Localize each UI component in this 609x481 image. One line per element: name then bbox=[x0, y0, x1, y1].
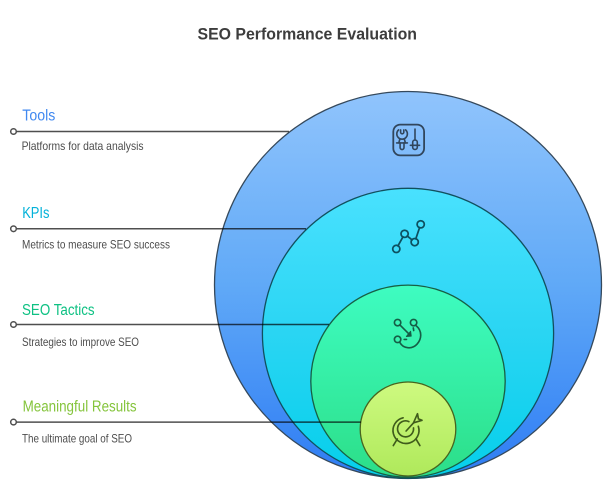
svg-text:Platforms for data analysis: Platforms for data analysis bbox=[22, 139, 144, 153]
svg-text:The ultimate goal of SEO: The ultimate goal of SEO bbox=[22, 431, 132, 445]
svg-text:SEO Tactics: SEO Tactics bbox=[22, 302, 95, 319]
svg-text:Tools: Tools bbox=[22, 108, 55, 125]
svg-text:Metrics to measure SEO success: Metrics to measure SEO success bbox=[22, 238, 170, 252]
svg-text:Meaningful Results: Meaningful Results bbox=[23, 398, 137, 415]
svg-text:Strategies to improve SEO: Strategies to improve SEO bbox=[22, 335, 139, 349]
svg-text:KPIs: KPIs bbox=[22, 205, 50, 222]
svg-text:SEO Performance Evaluation: SEO Performance Evaluation bbox=[198, 25, 418, 44]
